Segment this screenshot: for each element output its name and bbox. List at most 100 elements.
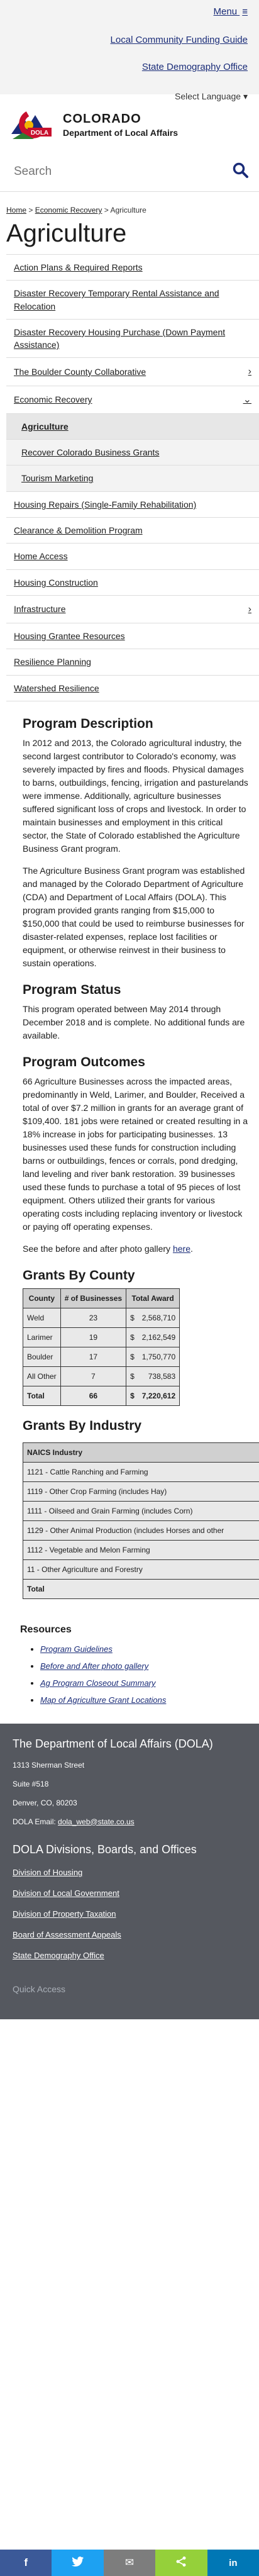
- search-input[interactable]: [14, 164, 231, 179]
- footer-link-division-of-housing[interactable]: Division of Housing: [13, 1868, 83, 1878]
- program-outcomes-heading: Program Outcomes: [23, 1055, 145, 1070]
- page-title: Agriculture: [6, 220, 127, 247]
- footer-link-state-demography-office[interactable]: State Demography Office: [13, 1951, 104, 1961]
- county-cell: Larimer: [23, 1327, 61, 1348]
- industry-cell: 1111 - Oilseed and Grain Farming (includ…: [23, 1501, 259, 1522]
- linkedin-icon: in: [229, 2557, 238, 2568]
- state-demography-office-link[interactable]: State Demography Office: [141, 62, 248, 72]
- footer-department-title: The Department of Local Affairs (DOLA): [13, 1737, 213, 1751]
- menu-button[interactable]: Menu ≡: [214, 6, 248, 17]
- footer-link-division-of-property-taxation[interactable]: Division of Property Taxation: [13, 1909, 116, 1919]
- nav-item-action-plans[interactable]: Action Plans & Required Reports: [6, 255, 259, 281]
- local-community-funding-guide-link[interactable]: Local Community Funding Guide: [110, 35, 248, 45]
- nav-item-down-payment[interactable]: Disaster Recovery Housing Purchase (Down…: [6, 319, 259, 359]
- award-cell: 738,583: [138, 1366, 180, 1387]
- column-header: Total Award: [126, 1288, 180, 1309]
- colorado-logo-icon[interactable]: DOLA: [10, 109, 54, 142]
- grants-by-county-heading: Grants By County: [23, 1268, 135, 1283]
- hamburger-icon: ≡: [242, 6, 248, 17]
- nav-item-label: Economic Recovery: [14, 394, 92, 405]
- chevron-down-icon[interactable]: ⌄: [243, 394, 251, 405]
- nav-item-tourism-marketing[interactable]: Tourism Marketing: [6, 466, 259, 492]
- table-row: Larimer 19 $ 2,162,549: [23, 1327, 180, 1348]
- table-row: Boulder 17 $ 1,750,770: [23, 1347, 180, 1368]
- nav-item-label: Recover Colorado Business Grants: [21, 447, 160, 458]
- table-row: 1129 - Other Animal Production (includes…: [23, 1520, 259, 1541]
- nav-item-resilience-planning[interactable]: Resilience Planning: [6, 649, 259, 676]
- county-cell: Weld: [23, 1308, 61, 1329]
- program-description-paragraph: In 2012 and 2013, the Colorado agricultu…: [23, 738, 248, 854]
- photo-gallery-link[interactable]: here: [172, 1244, 190, 1254]
- program-status-text: This program operated between May 2014 t…: [23, 1004, 245, 1041]
- site-footer: The Department of Local Affairs (DOLA) 1…: [0, 1724, 259, 2020]
- share-bar: f ✉ in: [0, 2550, 259, 2576]
- industry-cell: Total: [23, 1579, 259, 1600]
- table-total-row: Total 66 $ 7,220,612: [23, 1386, 180, 1407]
- nav-item-rental-assistance[interactable]: Disaster Recovery Temporary Rental Assis…: [6, 281, 259, 320]
- search-button[interactable]: [231, 162, 250, 181]
- nav-item-clearance-demolition[interactable]: Clearance & Demolition Program: [6, 518, 259, 544]
- nav-item-label: Agriculture: [21, 421, 69, 432]
- nav-item-label: Infrastructure: [14, 604, 66, 615]
- nav-item-grantee-resources[interactable]: Housing Grantee Resources: [6, 623, 259, 650]
- generic-share-button[interactable]: [155, 2550, 207, 2576]
- industry-cell: 11 - Other Agriculture and Forestry: [23, 1559, 259, 1580]
- industry-cell: 1112 - Vegetable and Melon Farming: [23, 1540, 259, 1561]
- breadcrumb-separator: >: [28, 206, 33, 215]
- photo-gallery-prefix: See the before and after photo gallery: [23, 1244, 173, 1254]
- column-header: County: [23, 1288, 61, 1309]
- resource-link-photo-gallery[interactable]: Before and After photo gallery: [40, 1661, 149, 1671]
- grants-by-industry-heading: Grants By Industry: [23, 1419, 142, 1434]
- grants-by-industry-scroll[interactable]: NAICS Industry 1121 - Cattle Ranching an…: [23, 1439, 259, 1613]
- language-select[interactable]: Select Language ▾: [11, 91, 248, 102]
- currency-cell: $: [126, 1308, 138, 1329]
- list-item: Before and After photo gallery: [40, 1661, 250, 1671]
- table-row: All Other 7 $ 738,583: [23, 1366, 180, 1387]
- chevron-right-icon[interactable]: ›: [248, 603, 251, 615]
- nav-item-watershed-resilience[interactable]: Watershed Resilience: [6, 675, 259, 702]
- breadcrumb-economic-recovery[interactable]: Economic Recovery: [35, 206, 102, 215]
- language-select-label: Select Language: [174, 91, 241, 101]
- nav-item-boulder-collaborative[interactable]: The Boulder County Collaborative ›: [6, 358, 259, 386]
- nav-item-agriculture[interactable]: Agriculture: [6, 413, 259, 440]
- breadcrumb-home[interactable]: Home: [6, 206, 27, 215]
- dola-badge-text: DOLA: [31, 130, 48, 137]
- resource-link-grant-map[interactable]: Map of Agriculture Grant Locations: [40, 1695, 167, 1705]
- email-share-button[interactable]: ✉: [103, 2550, 156, 2576]
- email-label: DOLA Email:: [13, 1817, 58, 1826]
- address-line: 1313 Sherman Street: [13, 1760, 85, 1770]
- industry-cell: 1129 - Other Animal Production (includes…: [23, 1520, 259, 1541]
- nav-item-home-access[interactable]: Home Access: [6, 544, 259, 570]
- program-description-heading: Program Description: [23, 716, 153, 732]
- nav-item-label: Housing Repairs (Single-Family Rehabilit…: [14, 499, 197, 510]
- chevron-right-icon[interactable]: ›: [248, 366, 251, 377]
- search-bar: [0, 154, 259, 192]
- address-line: Suite #518: [13, 1779, 49, 1788]
- nav-item-economic-recovery[interactable]: Economic Recovery ⌄: [6, 386, 259, 414]
- site-header: DOLA COLORADO Department of Local Affair…: [0, 94, 259, 154]
- facebook-share-button[interactable]: f: [0, 2550, 52, 2576]
- nav-item-infrastructure[interactable]: Infrastructure ›: [6, 595, 259, 624]
- resource-link-closeout-summary[interactable]: Ag Program Closeout Summary: [40, 1678, 156, 1688]
- resource-link-program-guidelines[interactable]: Program Guidelines: [40, 1644, 113, 1654]
- footer-link-board-of-assessment-appeals[interactable]: Board of Assessment Appeals: [13, 1930, 121, 1940]
- program-description-paragraph: The Agriculture Business Grant program w…: [23, 866, 245, 969]
- footer-link-division-of-local-government[interactable]: Division of Local Government: [13, 1888, 119, 1899]
- nav-item-housing-construction[interactable]: Housing Construction: [6, 569, 259, 596]
- footer-address: 1313 Sherman Street Suite #518 Denver, C…: [13, 1761, 246, 1826]
- breadcrumb-current: Agriculture: [110, 206, 146, 215]
- column-header: NAICS Industry: [23, 1442, 259, 1463]
- list-item: Ag Program Closeout Summary: [40, 1678, 250, 1688]
- business-count-cell: 7: [60, 1366, 127, 1387]
- resources-list: Program Guidelines Before and After phot…: [40, 1644, 250, 1705]
- footer-divisions-title: DOLA Divisions, Boards, and Offices: [13, 1843, 197, 1856]
- nav-item-housing-repairs[interactable]: Housing Repairs (Single-Family Rehabilit…: [6, 491, 259, 518]
- industry-cell: 1119 - Other Crop Farming (includes Hay): [23, 1481, 259, 1502]
- email-link[interactable]: dola_web@state.co.us: [58, 1817, 135, 1826]
- quick-access-heading: Quick Access: [13, 1984, 66, 1995]
- nav-item-label: Housing Grantee Resources: [14, 631, 125, 642]
- linkedin-share-button[interactable]: in: [207, 2550, 259, 2576]
- twitter-share-button[interactable]: [52, 2550, 104, 2576]
- nav-item-business-grants[interactable]: Recover Colorado Business Grants: [6, 440, 259, 466]
- currency-cell: $: [126, 1366, 138, 1387]
